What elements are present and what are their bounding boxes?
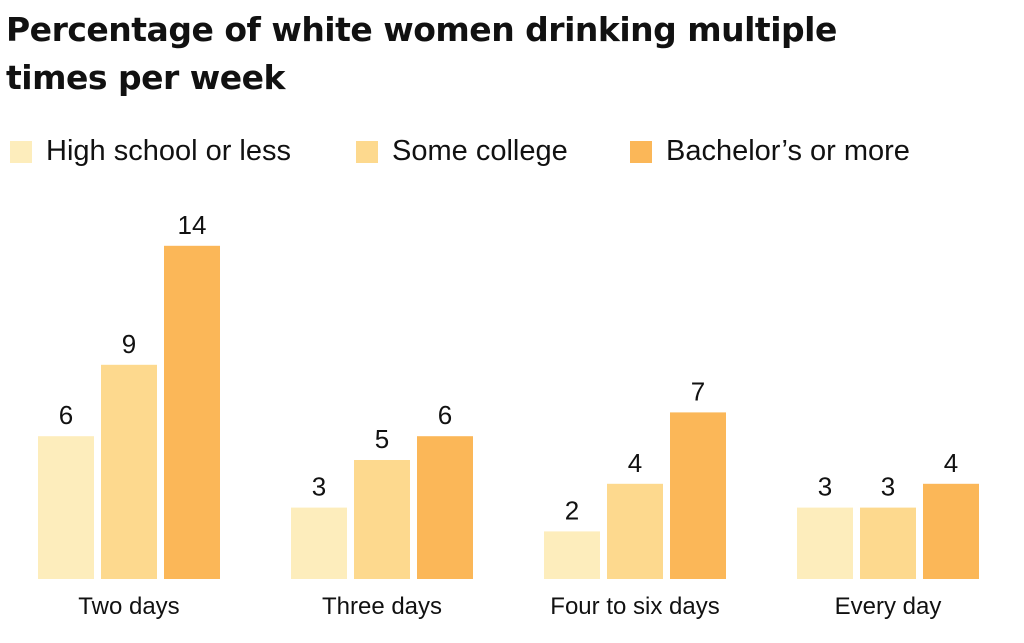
legend-label-bachelors: Bachelor’s or more — [666, 135, 910, 167]
chart-title: Percentage of white women drinking multi… — [6, 10, 837, 97]
legend-swatch-bachelors — [630, 141, 652, 163]
category-label: Every day — [835, 593, 942, 620]
bar — [354, 460, 410, 579]
bar-value-label: 4 — [944, 448, 958, 478]
legend-label-some-college: Some college — [392, 135, 568, 167]
bar-value-label: 14 — [178, 210, 207, 240]
bar — [923, 483, 979, 579]
bar — [417, 436, 473, 579]
bar — [38, 436, 94, 579]
bar-value-label: 9 — [122, 329, 136, 359]
bar — [860, 507, 916, 579]
category-label: Three days — [322, 593, 442, 620]
bar-value-label: 6 — [438, 400, 452, 430]
bar — [607, 483, 663, 579]
bar-value-label: 3 — [818, 472, 832, 502]
bar-value-label: 5 — [375, 424, 389, 454]
bar-value-label: 3 — [312, 472, 326, 502]
category-label: Two days — [78, 593, 179, 620]
legend-label-high-school: High school or less — [46, 135, 291, 167]
legend-swatch-high-school — [10, 141, 32, 163]
legend-swatch-some-college — [356, 141, 378, 163]
category-label: Four to six days — [550, 593, 719, 620]
bar-value-label: 2 — [565, 495, 579, 525]
bar-value-label: 7 — [691, 376, 705, 406]
bar-value-label: 3 — [881, 472, 895, 502]
bar — [670, 412, 726, 579]
bar-value-label: 6 — [59, 400, 73, 430]
bar — [544, 531, 600, 579]
bar — [164, 245, 220, 580]
bar — [101, 364, 157, 579]
bar — [797, 507, 853, 579]
bar-value-label: 4 — [628, 448, 642, 478]
bar — [291, 507, 347, 579]
